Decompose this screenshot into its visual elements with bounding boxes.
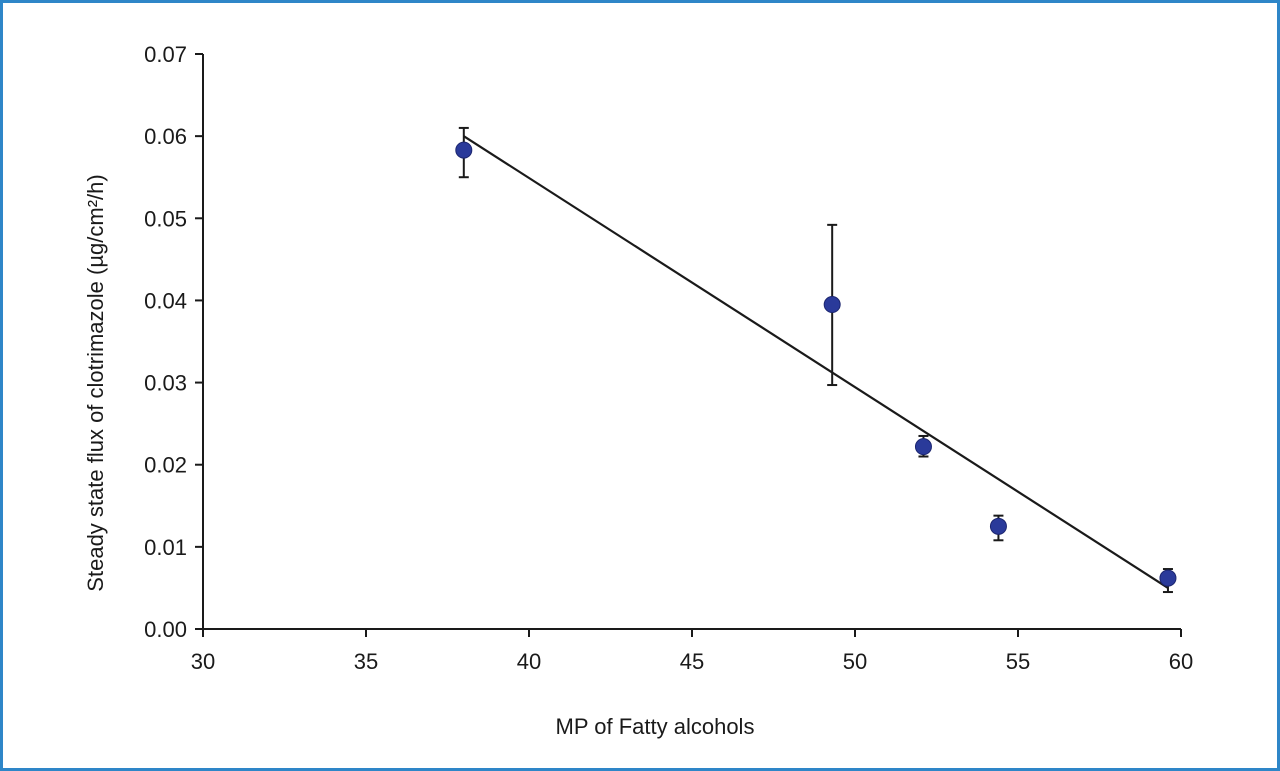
y-tick-label: 0.02 [144,453,187,478]
data-point [1159,569,1177,587]
x-tick-label: 55 [1006,649,1030,674]
data-point [914,438,932,456]
data-point [455,141,473,159]
y-tick-label: 0.03 [144,371,187,396]
x-tick-label: 50 [843,649,867,674]
y-tick-label: 0.06 [144,124,187,149]
data-point [823,296,841,314]
y-tick-label: 0.01 [144,535,187,560]
y-tick-label: 0.00 [144,617,187,642]
y-axis-title: Steady state flux of clotrimazole (µg/cm… [83,174,108,591]
tick-labels: 0.00 0.01 0.02 0.03 0.04 0.05 0.06 0.07 30 35 40 45… [144,42,1193,674]
x-tick-label: 30 [191,649,215,674]
x-tick-label: 40 [517,649,541,674]
x-tick-label: 60 [1169,649,1193,674]
data-points [455,141,1177,587]
y-tick-label: 0.04 [144,288,187,313]
y-tick-label: 0.07 [144,42,187,67]
x-axis-title: MP of Fatty alcohols [556,714,755,739]
trendline-group [463,135,1169,589]
x-tick-label: 35 [354,649,378,674]
y-tick-label: 0.05 [144,206,187,231]
axes [195,53,1182,637]
trendline [463,135,1169,589]
data-point [989,517,1007,535]
x-tick-label: 45 [680,649,704,674]
